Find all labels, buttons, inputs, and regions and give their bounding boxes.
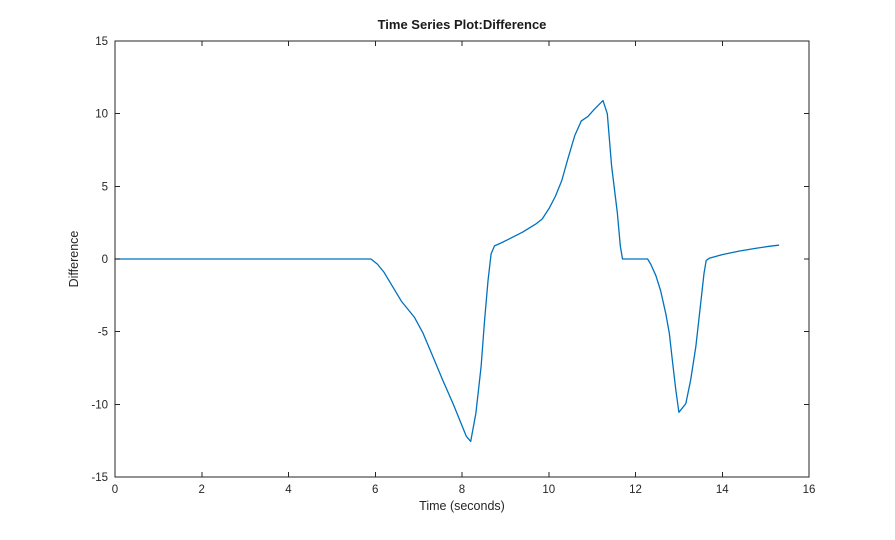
y-tick-label: 0 — [102, 254, 108, 266]
x-tick-label: 12 — [629, 484, 642, 496]
x-tick-label: 10 — [542, 484, 555, 496]
y-tick-label: 15 — [95, 36, 108, 48]
x-tick-label: 8 — [459, 484, 465, 496]
x-tick-label: 16 — [803, 484, 816, 496]
x-tick-label: 0 — [112, 484, 118, 496]
y-tick-label: -5 — [98, 327, 108, 339]
chart-title: Time Series Plot:Difference — [378, 17, 547, 32]
x-tick-label: 14 — [716, 484, 729, 496]
series-line-difference — [114, 99, 780, 443]
x-tick-label: 2 — [199, 484, 205, 496]
y-tick-label: -15 — [91, 472, 108, 484]
x-tick-label: 4 — [285, 484, 292, 496]
y-axis-label: Difference — [67, 231, 81, 288]
y-tick-label: 10 — [95, 109, 108, 121]
x-tick-label: 6 — [372, 484, 378, 496]
y-tick-label: -10 — [91, 399, 108, 411]
y-tick-label: 5 — [102, 181, 108, 193]
x-axis-label: Time (seconds) — [419, 499, 505, 513]
